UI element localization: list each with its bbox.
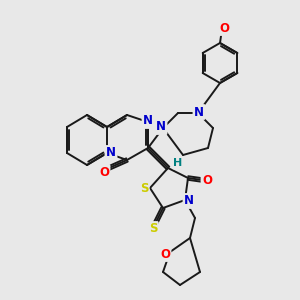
Text: H: H bbox=[173, 158, 183, 168]
Text: N: N bbox=[143, 115, 153, 128]
Text: O: O bbox=[160, 248, 170, 260]
Text: O: O bbox=[99, 166, 109, 178]
Text: S: S bbox=[140, 182, 148, 194]
Text: N: N bbox=[156, 121, 166, 134]
Text: N: N bbox=[194, 106, 204, 118]
Text: O: O bbox=[219, 22, 229, 34]
Text: N: N bbox=[184, 194, 194, 208]
Text: N: N bbox=[106, 146, 116, 160]
Text: S: S bbox=[149, 223, 157, 236]
Text: O: O bbox=[202, 173, 212, 187]
